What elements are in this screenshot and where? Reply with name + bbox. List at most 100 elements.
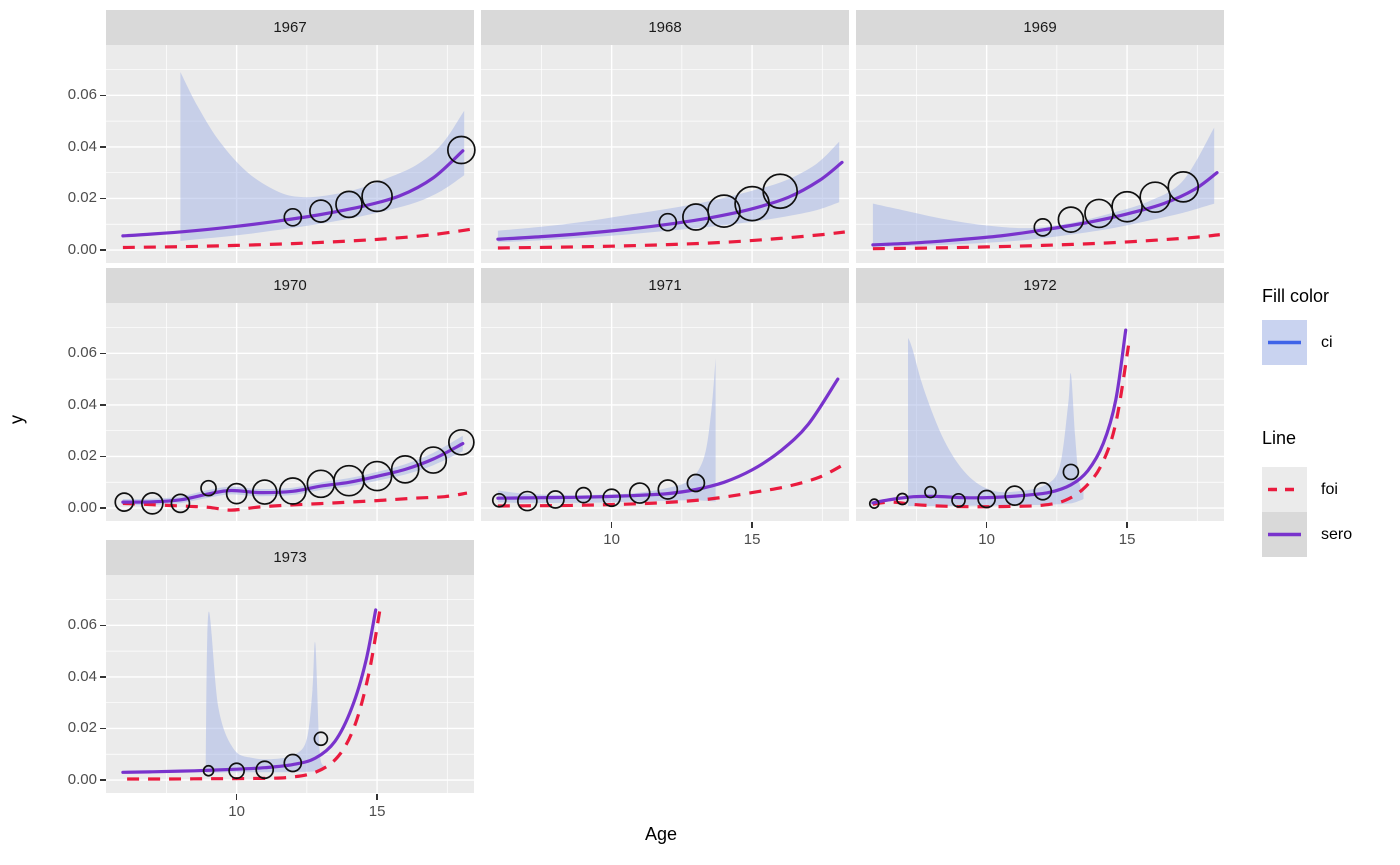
ci-line-icon — [1268, 340, 1301, 345]
foi-dashed-line-icon — [1268, 487, 1301, 492]
foi-line — [122, 491, 468, 512]
y-tick-mark — [100, 455, 106, 458]
ci-ribbon-swatch — [1262, 320, 1307, 365]
facet-strip: 1973 — [106, 540, 474, 575]
legend-line-title: Line — [1262, 428, 1297, 448]
ci-ribbon — [872, 127, 1215, 247]
panel-background — [481, 303, 849, 521]
data-point-circle — [1004, 485, 1026, 507]
x-tick-mark — [610, 522, 613, 528]
x-tick-label: 15 — [743, 531, 761, 548]
panel-plot-area-1971 — [481, 303, 849, 521]
sero-line — [496, 160, 844, 241]
sero-line — [121, 608, 378, 774]
y-tick-label: 0.06 — [67, 344, 97, 362]
panel-plot-area-1969 — [856, 45, 1224, 263]
data-point-circle — [491, 492, 507, 508]
y-tick-label: 0.00 — [67, 771, 97, 789]
facet-panel-1969: 1969 — [856, 10, 1224, 263]
data-point-circle — [313, 731, 329, 747]
facet-strip-label: 1971 — [648, 277, 682, 294]
data-point-circle — [896, 492, 909, 506]
data-point-circle — [141, 492, 164, 515]
ci-ribbon — [497, 141, 840, 243]
data-point-circle — [977, 489, 996, 509]
y-tick-mark — [100, 249, 106, 251]
y-tick-label: 0.02 — [67, 719, 97, 737]
data-point-circle — [200, 479, 217, 497]
y-tick-label: 0.04 — [67, 137, 97, 155]
y-tick-label: 0.00 — [67, 241, 97, 259]
y-tick-mark — [100, 507, 106, 509]
x-tick-mark — [1126, 522, 1128, 528]
sero-line — [496, 377, 840, 500]
data-point-circle — [951, 492, 966, 508]
facet-strip-label: 1967 — [273, 19, 307, 36]
x-tick-label: 10 — [603, 531, 620, 548]
y-tick-mark — [100, 676, 106, 678]
foi-line-swatch — [1262, 467, 1307, 512]
legend-label-foi: foi — [1321, 480, 1338, 498]
data-point-circle — [170, 493, 191, 514]
foi-line — [122, 227, 471, 250]
foi-line — [872, 345, 1131, 509]
data-point-circle — [225, 482, 248, 505]
facet-strip: 1971 — [481, 268, 849, 303]
foi-line — [497, 230, 845, 250]
panel-plot-area-1972 — [856, 303, 1224, 521]
data-point-circle — [575, 486, 592, 504]
legend-label-sero: sero — [1321, 525, 1353, 543]
y-tick-mark — [100, 197, 106, 200]
y-tick-label: 0.02 — [67, 189, 97, 207]
data-point-circle — [283, 207, 303, 227]
facet-panel-1967: 1967 — [106, 10, 476, 263]
sero-line — [121, 442, 465, 504]
sero-line — [121, 149, 465, 238]
data-point-circle — [762, 173, 799, 210]
facet-strip: 1969 — [856, 10, 1224, 45]
y-tick-label: 0.00 — [67, 499, 97, 517]
facet-strip-label: 1968 — [648, 19, 682, 36]
legend-fill-title: Fill color — [1262, 286, 1330, 306]
data-point-circle — [657, 479, 679, 500]
data-point-circle — [1057, 206, 1085, 233]
facet-panel-1971: 1971 — [481, 268, 849, 521]
panel-plot-area-1967 — [106, 45, 476, 263]
facet-panel-1970: 1970 — [106, 268, 475, 521]
y-tick-mark — [100, 727, 106, 730]
panel-background — [106, 575, 474, 793]
y-tick-label: 0.04 — [67, 667, 97, 685]
data-point-circle — [309, 199, 333, 223]
data-point-circle — [114, 492, 135, 512]
sero-line — [871, 171, 1219, 247]
sero-solid-line-icon — [1268, 532, 1301, 537]
data-point-circle — [602, 488, 621, 508]
ci-ribbon — [908, 337, 1084, 506]
y-tick-mark — [100, 146, 106, 148]
y-tick-label: 0.02 — [67, 447, 97, 465]
data-point-circle — [447, 135, 476, 165]
x-tick-label: 10 — [978, 531, 995, 548]
foi-line — [127, 609, 382, 781]
y-tick-mark — [100, 624, 106, 627]
x-tick-label: 15 — [1118, 531, 1136, 548]
facet-panel-1972: 1972 — [856, 268, 1224, 521]
data-point-circle — [448, 428, 475, 456]
panel-background — [106, 45, 474, 263]
data-point-circle — [628, 482, 651, 504]
y-tick-mark — [100, 779, 106, 781]
y-tick-label: 0.06 — [67, 86, 97, 104]
data-point-circle — [361, 460, 393, 492]
panel-plot-area-1970 — [106, 303, 475, 521]
data-point-circle — [419, 446, 448, 474]
data-point-circle — [924, 485, 937, 499]
facet-strip-label: 1973 — [273, 549, 307, 566]
facet-strip-label: 1972 — [1023, 277, 1057, 294]
x-axis-title: Age — [644, 824, 678, 844]
data-point-circle — [1167, 171, 1200, 203]
x-tick-mark — [985, 522, 988, 528]
x-tick-mark — [751, 522, 753, 528]
ci-ribbon — [205, 611, 324, 773]
data-point-circle — [658, 212, 678, 232]
